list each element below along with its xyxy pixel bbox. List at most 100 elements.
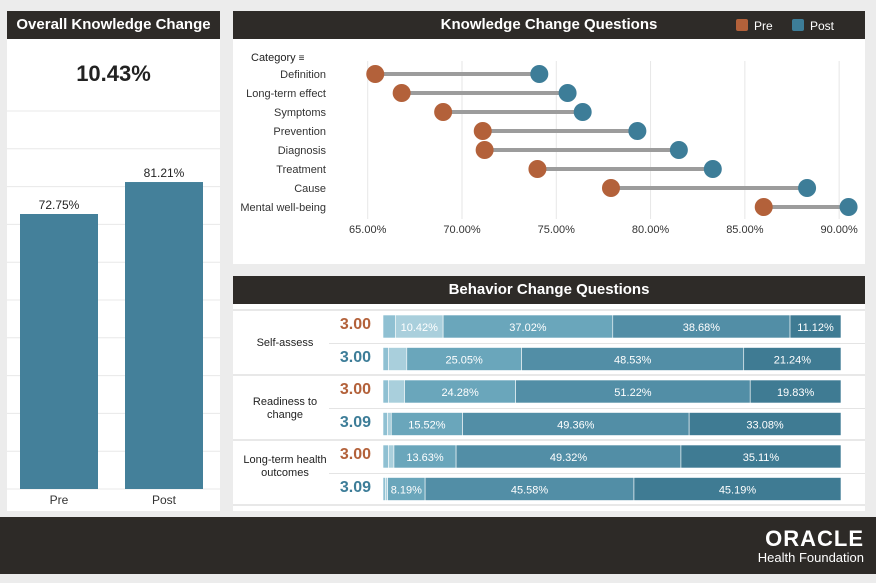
stacked-segment <box>387 412 392 436</box>
behavior-group-label: Self-assess <box>256 337 314 349</box>
post-point <box>669 141 688 159</box>
segment-label: 38.68% <box>683 322 721 334</box>
behavior-score: 3.00 <box>339 446 371 463</box>
segment-label: 15.52% <box>408 420 446 432</box>
oracle-logo: ORACLE <box>765 526 864 551</box>
legend-post: Post <box>792 19 834 33</box>
segment-label: 11.12% <box>797 322 834 334</box>
segment-label: 37.02% <box>509 322 547 334</box>
segment-label: 48.53% <box>614 355 652 367</box>
behavior-group-label: Readiness to change <box>252 395 318 421</box>
x-tick-label: 85.00% <box>726 224 764 236</box>
stacked-segment <box>789 314 842 339</box>
overall-knowledge-title: Overall Knowledge Change <box>7 11 220 39</box>
pre-point <box>601 179 620 197</box>
stacked-segment <box>749 379 842 404</box>
legend-post-swatch <box>792 19 804 31</box>
pre-point <box>366 65 385 83</box>
behavior-score: 3.00 <box>339 381 371 398</box>
stacked-segment <box>382 347 389 371</box>
segment-label: 19.83% <box>777 387 815 399</box>
segment-label: 45.58% <box>511 485 549 497</box>
stacked-segment <box>388 347 408 371</box>
knowledge-change-title-text: Knowledge Change Questions <box>440 16 658 33</box>
bar-category-label: Pre <box>50 493 69 507</box>
stacked-segment <box>633 477 842 501</box>
post-point <box>839 198 858 216</box>
overall-bar-chart: 72.75% Pre 81.21% Post <box>7 110 220 507</box>
behavior-score: 3.09 <box>339 413 371 431</box>
bar-post <box>125 182 203 490</box>
stacked-segment <box>743 347 842 371</box>
pre-point <box>528 160 547 178</box>
post-point <box>573 103 592 121</box>
segment-label: 49.36% <box>557 420 595 432</box>
stacked-segment <box>384 477 388 501</box>
x-tick-label: 75.00% <box>538 224 576 236</box>
segment-label: 8.19% <box>391 485 422 497</box>
behavior-change-panel: Behavior Change Questions Self-assess 3.0… <box>233 276 865 511</box>
sort-icon[interactable]: ≡ <box>298 53 305 64</box>
category-label: Definition <box>280 69 326 81</box>
category-label: Category <box>251 52 296 64</box>
bar-pre <box>20 214 98 489</box>
post-point <box>628 122 647 140</box>
legend-post-label: Post <box>810 19 835 33</box>
behavior-stacked-chart: 10.42% 37.02% 38.68% 11.12% 25.05% 48.53% 21.2… <box>233 309 865 506</box>
legend-pre: Pre <box>736 19 773 33</box>
segment-label: 51.22% <box>614 387 652 399</box>
pre-point <box>475 141 494 159</box>
stacked-segment <box>382 314 396 339</box>
behavior-change-title: Behavior Change Questions <box>233 276 865 304</box>
category-label: Diagnosis <box>278 145 327 157</box>
segment-label: 10.42% <box>401 322 439 334</box>
pre-point <box>754 198 773 216</box>
bar-value-label: 72.75% <box>39 198 80 212</box>
category-label: Treatment <box>276 164 326 176</box>
stacked-segment <box>382 477 386 501</box>
bar-value-label: 81.21% <box>144 166 185 180</box>
stacked-segment <box>388 379 405 404</box>
x-tick-label: 70.00% <box>443 224 481 236</box>
pre-point <box>434 103 453 121</box>
segment-label: 13.63% <box>406 452 444 464</box>
post-point <box>558 84 577 102</box>
category-label: Cause <box>294 183 326 195</box>
category-label: Prevention <box>273 126 326 138</box>
segment-label: 49.32% <box>550 452 588 464</box>
legend-pre-label: Pre <box>754 19 773 33</box>
oracle-logo-subtitle: Health Foundation <box>757 550 864 565</box>
category-label: Symptoms <box>274 107 326 119</box>
segment-label: 25.05% <box>446 355 484 367</box>
knowledge-change-title: Knowledge Change Questions <box>233 11 865 39</box>
x-tick-label: 80.00% <box>632 224 670 236</box>
behavior-score: 3.09 <box>339 478 371 496</box>
post-point <box>798 179 817 197</box>
stacked-segment <box>688 412 842 436</box>
stacked-segment <box>382 444 389 469</box>
category-label: Mental well-being <box>240 202 326 214</box>
knowledge-change-panel: Knowledge Change Questions Pre Post Cate… <box>233 11 865 264</box>
segment-label: 21.24% <box>774 355 812 367</box>
behavior-score: 3.00 <box>339 348 371 366</box>
category-sort-header[interactable]: Category ≡ <box>251 52 304 64</box>
category-label: Long-term effect <box>246 88 326 100</box>
x-tick-label: 90.00% <box>820 224 858 236</box>
stacked-segment <box>382 379 389 404</box>
pre-point <box>473 122 492 140</box>
pre-point <box>392 84 411 102</box>
behavior-score: 3.00 <box>339 316 371 333</box>
bar-category-label: Post <box>152 493 177 507</box>
dumbbell-chart: 65.00% 70.00% 75.00% 80.00% 85.00% 90.00% Defi… <box>240 61 858 236</box>
overall-change-value: 10.43% <box>76 61 151 86</box>
legend-pre-swatch <box>736 19 748 31</box>
segment-label: 35.11% <box>743 452 780 464</box>
behavior-group-label: Long-term health outcomes <box>243 454 327 479</box>
x-tick-label: 65.00% <box>349 224 387 236</box>
stacked-segment <box>680 444 842 469</box>
segment-label: 24.28% <box>441 387 479 399</box>
footer: ORACLE Health Foundation <box>0 517 876 574</box>
stacked-segment <box>382 412 388 436</box>
post-point <box>530 65 549 83</box>
segment-label: 45.19% <box>719 485 757 497</box>
